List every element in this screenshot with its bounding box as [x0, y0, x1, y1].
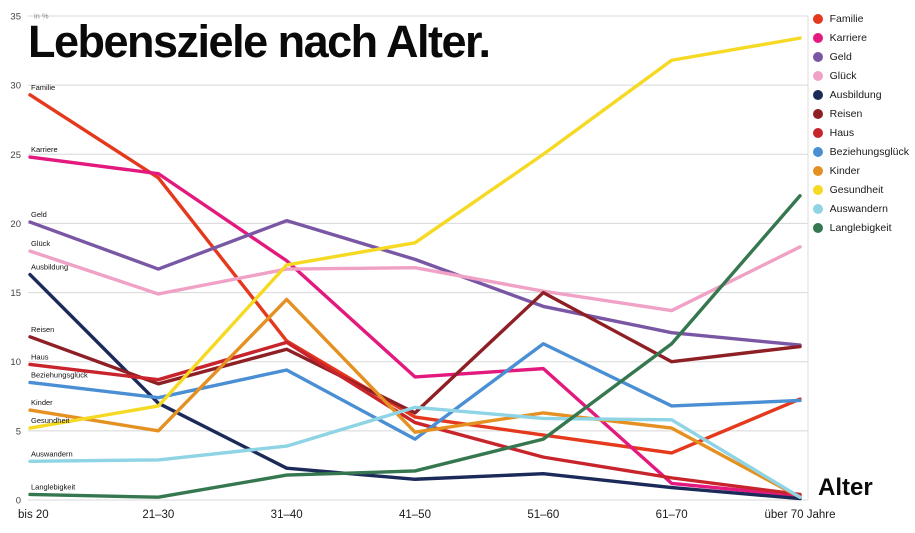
legend-item: Glück: [812, 70, 909, 82]
x-tick-label: 61–70: [656, 509, 688, 521]
legend-label: Ausbildung: [829, 89, 882, 101]
chart-title: Lebensziele nach Alter.: [28, 16, 491, 67]
x-tick-label: 21–30: [142, 509, 174, 521]
legend: Familie Karriere Geld Glück Ausbildung Reisen…: [812, 13, 909, 234]
series-line-glück: [28, 245, 802, 313]
legend-dot: [812, 204, 823, 214]
series-start-label: Familie: [31, 83, 55, 92]
legend-label: Karriere: [829, 32, 867, 44]
x-tick-label: 41–50: [399, 509, 431, 521]
series-line-auswandern: [28, 405, 802, 499]
legend-item: Haus: [812, 127, 909, 139]
series-start-label: Ausbildung: [31, 263, 68, 272]
legend-dot: [812, 90, 823, 100]
legend-label: Beziehungsglück: [829, 146, 909, 158]
y-tick-label: 10: [10, 357, 21, 368]
series-line-langlebigkeit: [28, 194, 802, 499]
series-line-karriere: [28, 155, 802, 498]
legend-dot: [812, 52, 823, 62]
legend-item: Auswandern: [812, 203, 909, 215]
series-line-haus: [28, 340, 802, 497]
legend-item: Beziehungsglück: [812, 146, 909, 158]
series-start-label: Geld: [31, 210, 47, 219]
series-line-reisen: [28, 290, 802, 415]
legend-dot: [812, 223, 823, 233]
y-tick-label: 35: [10, 12, 21, 23]
series-start-label: Kinder: [31, 398, 53, 407]
legend-dot: [812, 109, 823, 119]
legend-label: Reisen: [829, 108, 863, 120]
legend-dot: [812, 14, 823, 24]
series-start-label: Karriere: [31, 145, 58, 154]
legend-item: Reisen: [812, 108, 909, 120]
legend-item: Geld: [812, 51, 909, 63]
legend-dot: [812, 147, 823, 157]
legend-item: Kinder: [812, 165, 909, 177]
series-start-label: Glück: [31, 239, 50, 248]
x-axis-title: Alter: [818, 474, 873, 501]
series-start-label: Reisen: [31, 325, 54, 334]
legend-item: Familie: [812, 13, 909, 25]
y-tick-label: 5: [16, 426, 21, 437]
unit-label: in %: [34, 12, 49, 21]
series-line-beziehungsglück: [28, 342, 802, 441]
legend-item: Langlebigkeit: [812, 222, 909, 234]
x-tick-label: 31–40: [271, 509, 303, 521]
series-start-label: Gesundheit: [31, 416, 70, 425]
series-start-label: Haus: [31, 352, 49, 361]
legend-label: Glück: [829, 70, 857, 82]
series-start-label: Langlebigkeit: [31, 482, 76, 491]
legend-item: Karriere: [812, 32, 909, 44]
legend-item: Ausbildung: [812, 89, 909, 101]
y-tick-label: 30: [10, 81, 21, 92]
x-tick-label: bis 20: [18, 509, 49, 521]
legend-label: Auswandern: [829, 203, 888, 215]
legend-label: Geld: [829, 51, 852, 63]
series-line-geld: [28, 218, 802, 347]
series-line-kinder: [28, 297, 802, 499]
y-tick-label: 25: [10, 150, 21, 161]
series-line-gesundheit: [28, 36, 802, 430]
legend-dot: [812, 185, 823, 195]
series-line-ausbildung: [28, 272, 802, 501]
x-tick-label: über 70 Jahre: [765, 509, 836, 521]
y-tick-label: 0: [16, 496, 21, 507]
series-start-label: Auswandern: [31, 449, 73, 458]
legend-item: Gesundheit: [812, 184, 909, 196]
legend-label: Familie: [829, 13, 864, 25]
x-tick-label: 51–60: [527, 509, 559, 521]
legend-dot: [812, 166, 823, 176]
legend-dot: [812, 33, 823, 43]
y-tick-label: 15: [10, 288, 21, 299]
legend-label: Haus: [829, 127, 855, 139]
legend-label: Langlebigkeit: [829, 222, 892, 234]
legend-dot: [812, 71, 823, 81]
legend-label: Kinder: [829, 165, 860, 177]
legend-dot: [812, 128, 823, 138]
series-start-label: Beziehungsglück: [31, 370, 88, 379]
legend-label: Gesundheit: [829, 184, 884, 196]
series-line-familie: [28, 93, 802, 455]
y-tick-label: 20: [10, 219, 21, 230]
